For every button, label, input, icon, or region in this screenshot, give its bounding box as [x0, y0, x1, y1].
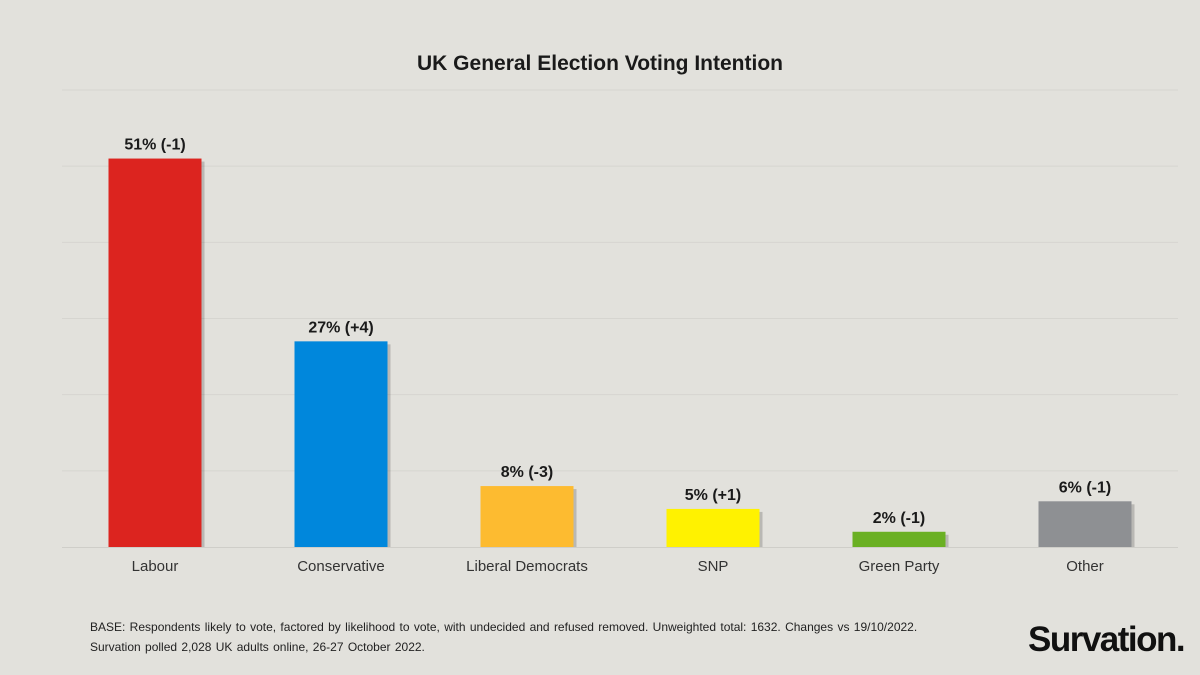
data-label: 6% (-1): [1059, 479, 1111, 496]
bar-conservative: [294, 341, 388, 547]
footnote: BASE: Respondents likely to vote, factor…: [90, 617, 917, 657]
bar-liberal-democrats: [480, 486, 574, 547]
category-label: Other: [1066, 558, 1104, 575]
survation-logo: Survation.: [1028, 620, 1186, 659]
data-labels: 51% (-1) 27% (+4) 8% (-3) 5% (+1) 2% (-1) 6% …: [124, 137, 1111, 527]
data-label: 8% (-3): [501, 464, 553, 481]
data-label: 5% (+1): [685, 487, 741, 504]
chart-title: UK General Election Voting Intention: [417, 52, 783, 75]
category-label: Conservative: [297, 558, 385, 575]
gridlines: [62, 89, 1178, 548]
data-label: 51% (-1): [124, 137, 185, 154]
category-label: Green Party: [859, 558, 940, 575]
bar-snp: [666, 508, 760, 547]
bars: [108, 158, 1135, 548]
bar-green-party: [852, 531, 946, 547]
footnote-poll: Survation polled 2,028 UK adults online,…: [90, 640, 425, 654]
category-label: SNP: [698, 558, 729, 575]
bar-labour: [108, 158, 202, 548]
bar-other: [1038, 501, 1132, 547]
category-labels: Labour Conservative Liberal Democrats SNP Gr…: [132, 558, 1104, 575]
data-label: 27% (+4): [308, 319, 373, 336]
footnote-base: BASE: Respondents likely to vote, factor…: [90, 620, 918, 634]
category-label: Labour: [132, 558, 179, 575]
data-label: 2% (-1): [873, 510, 925, 527]
category-label: Liberal Democrats: [466, 558, 588, 575]
